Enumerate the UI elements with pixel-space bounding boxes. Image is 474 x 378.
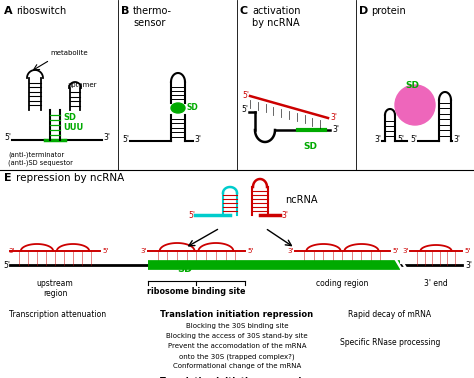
Text: onto the 30S (trapped complex?): onto the 30S (trapped complex?) — [179, 353, 295, 359]
Text: D: D — [359, 6, 368, 16]
Text: C: C — [240, 6, 248, 16]
Text: 3': 3' — [287, 248, 293, 254]
Text: Specific RNase processing: Specific RNase processing — [340, 338, 440, 347]
Text: SD: SD — [303, 142, 317, 151]
Text: 5': 5' — [247, 248, 253, 254]
Text: 5': 5' — [188, 211, 195, 220]
Text: 3' end: 3' end — [424, 279, 448, 288]
Text: 3': 3' — [194, 135, 201, 144]
Text: (anti-)SD sequestor: (anti-)SD sequestor — [8, 159, 73, 166]
Text: SD: SD — [177, 264, 192, 274]
Text: Transcription attenuation: Transcription attenuation — [9, 310, 107, 319]
Text: 5': 5' — [241, 105, 248, 115]
Ellipse shape — [171, 103, 185, 113]
Text: Translation initiation repression: Translation initiation repression — [160, 377, 314, 378]
Text: 3': 3' — [402, 248, 409, 254]
Text: 3': 3' — [453, 135, 460, 144]
Text: B: B — [121, 6, 129, 16]
Text: ncRNA: ncRNA — [285, 195, 318, 205]
Text: E: E — [4, 173, 12, 183]
Text: SD: SD — [405, 81, 419, 90]
Text: Conformational change of the mRNA: Conformational change of the mRNA — [173, 363, 301, 369]
Text: UUU: UUU — [63, 124, 83, 133]
Text: 3': 3' — [8, 248, 14, 254]
Text: activation
by ncRNA: activation by ncRNA — [252, 6, 301, 28]
Text: 5': 5' — [410, 135, 417, 144]
Text: upstream
region: upstream region — [36, 279, 73, 298]
Circle shape — [395, 85, 435, 125]
Text: 3': 3' — [140, 248, 146, 254]
Text: 3': 3' — [103, 133, 110, 143]
Text: 3': 3' — [332, 125, 339, 135]
Text: coding region: coding region — [316, 279, 368, 288]
Text: 5': 5' — [4, 133, 11, 143]
Text: 5': 5' — [464, 248, 470, 254]
Text: 5': 5' — [397, 135, 404, 144]
Text: A: A — [4, 6, 13, 16]
Text: ribosome binding site: ribosome binding site — [147, 287, 246, 296]
Text: Blocking the access of 30S stand-by site: Blocking the access of 30S stand-by site — [166, 333, 308, 339]
Text: Blocking the 30S binding site: Blocking the 30S binding site — [186, 323, 288, 329]
Text: metabolite: metabolite — [50, 50, 88, 56]
Text: Prevent the accomodation of the mRNA: Prevent the accomodation of the mRNA — [168, 343, 306, 349]
Text: thermo-
sensor: thermo- sensor — [133, 6, 172, 28]
Text: 3': 3' — [281, 211, 288, 220]
Text: 5': 5' — [102, 248, 108, 254]
Text: Translation initiation repression: Translation initiation repression — [160, 310, 314, 319]
Text: 5': 5' — [3, 260, 10, 270]
Text: (anti-)terminator: (anti-)terminator — [8, 152, 64, 158]
Text: 5': 5' — [122, 135, 129, 144]
Text: riboswitch: riboswitch — [16, 6, 66, 16]
Text: Rapid decay of mRNA: Rapid decay of mRNA — [348, 310, 431, 319]
Text: 5': 5' — [242, 91, 249, 101]
Text: protein: protein — [371, 6, 406, 16]
Text: 3': 3' — [374, 135, 381, 144]
Text: 3': 3' — [465, 260, 472, 270]
Text: aptamer: aptamer — [68, 82, 98, 88]
Text: 3': 3' — [330, 113, 337, 122]
Text: 5': 5' — [392, 248, 398, 254]
Text: repression by ncRNA: repression by ncRNA — [16, 173, 124, 183]
Text: SD: SD — [63, 113, 76, 122]
Text: SD: SD — [187, 104, 199, 113]
